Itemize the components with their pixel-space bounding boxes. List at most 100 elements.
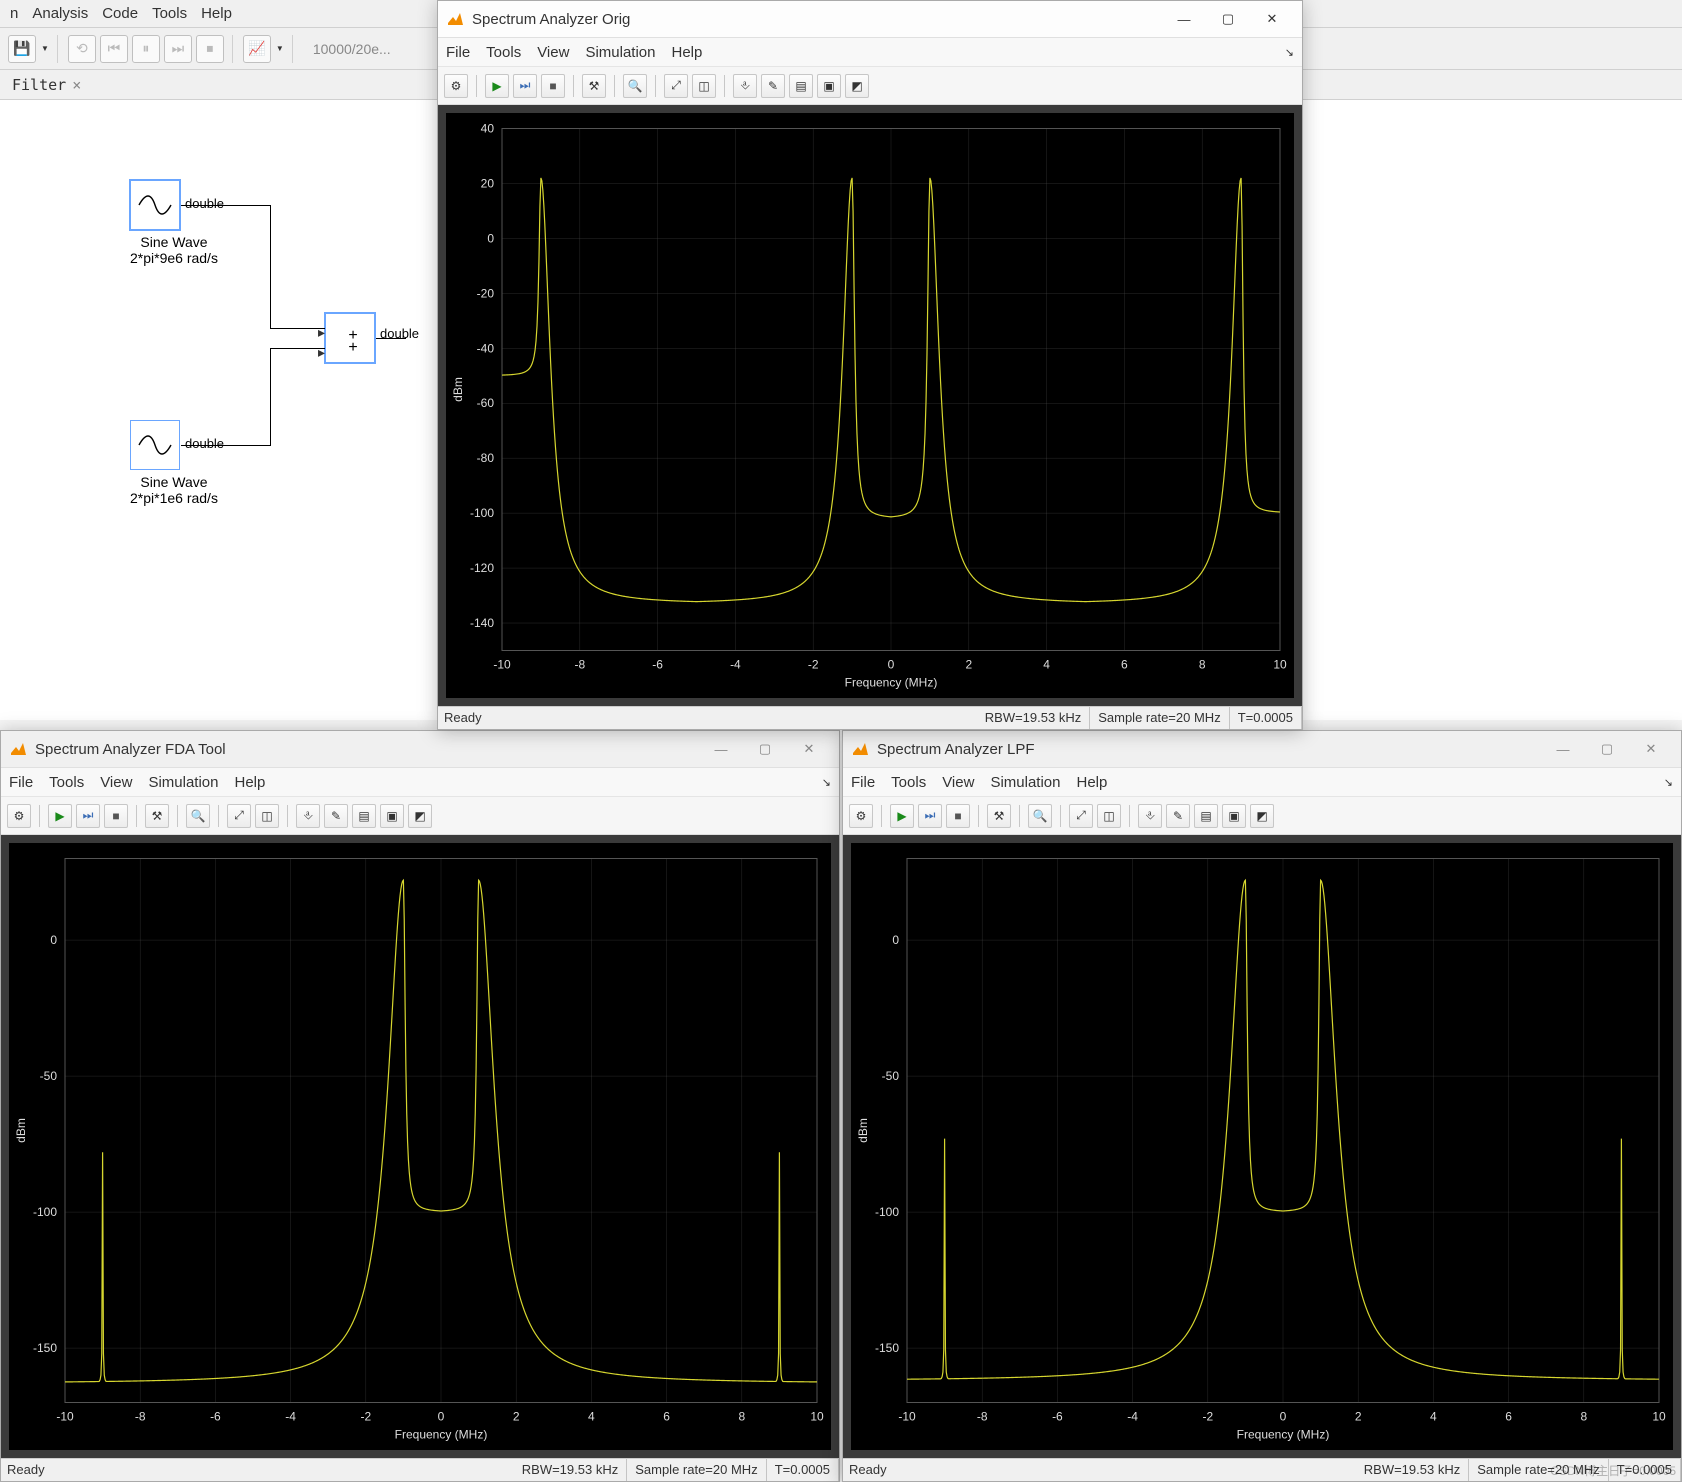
close-button[interactable]: ✕ bbox=[1250, 5, 1294, 33]
chart-icon[interactable]: 📈 bbox=[243, 35, 271, 63]
menu-item[interactable]: n bbox=[10, 5, 18, 22]
status-time: T=0.0005 bbox=[1230, 707, 1302, 729]
menu-simulation[interactable]: Simulation bbox=[990, 774, 1060, 791]
svg-text:0: 0 bbox=[487, 231, 494, 245]
distortion-button[interactable]: ◩ bbox=[845, 74, 869, 98]
stop-button[interactable]: ■ bbox=[104, 804, 128, 828]
menu-tools[interactable]: Tools bbox=[891, 774, 926, 791]
step-icon[interactable]: ⏭ bbox=[164, 35, 192, 63]
gear-button[interactable]: ⚙ bbox=[444, 74, 468, 98]
spectrum-chart[interactable]: -10-8-6-4-202468100-50-100-150Frequency … bbox=[851, 843, 1673, 1450]
menu-item[interactable]: Help bbox=[201, 5, 232, 22]
spectrum-button[interactable]: ◫ bbox=[1097, 804, 1121, 828]
peaks-button[interactable]: ▣ bbox=[380, 804, 404, 828]
svg-text:4: 4 bbox=[588, 1409, 595, 1423]
rewind-icon[interactable]: ⏮ bbox=[100, 35, 128, 63]
distortion-button[interactable]: ◩ bbox=[1250, 804, 1274, 828]
spectrum-chart[interactable]: -10-8-6-4-202468100-50-100-150Frequency … bbox=[9, 843, 831, 1450]
menu-tools[interactable]: Tools bbox=[486, 44, 521, 61]
save-icon[interactable]: 💾 bbox=[8, 35, 36, 63]
menu-view[interactable]: View bbox=[537, 44, 569, 61]
menu-simulation[interactable]: Simulation bbox=[585, 44, 655, 61]
maximize-button[interactable]: ▢ bbox=[1206, 5, 1250, 33]
dock-icon[interactable]: ↘ bbox=[1285, 46, 1294, 59]
spectrum-button[interactable]: ◫ bbox=[692, 74, 716, 98]
titlebar[interactable]: Spectrum Analyzer Orig — ▢ ✕ bbox=[438, 1, 1302, 38]
config-button[interactable]: ⚒ bbox=[987, 804, 1011, 828]
menu-item[interactable]: Analysis bbox=[32, 5, 88, 22]
step-button[interactable]: ⏭ bbox=[513, 74, 537, 98]
autoscale-button[interactable]: ⤢ bbox=[227, 804, 251, 828]
stop-icon[interactable]: ⏹ bbox=[196, 35, 224, 63]
tab-close-icon[interactable]: × bbox=[72, 76, 81, 94]
spectrum-button[interactable]: ◫ bbox=[255, 804, 279, 828]
menu-view[interactable]: View bbox=[942, 774, 974, 791]
time-readout: 10000/20e... bbox=[313, 41, 391, 57]
dock-icon[interactable]: ↘ bbox=[822, 776, 831, 789]
menu-file[interactable]: File bbox=[851, 774, 875, 791]
titlebar[interactable]: Spectrum Analyzer LPF — ▢ ✕ bbox=[843, 731, 1681, 768]
menu-item[interactable]: Code bbox=[102, 5, 138, 22]
tab-label[interactable]: Filter bbox=[12, 76, 66, 94]
status-time: T=0.0005 CSDN博主日子=0.0005 bbox=[1609, 1459, 1681, 1481]
minimize-button[interactable]: — bbox=[699, 735, 743, 763]
zoom-button[interactable]: 🔍 bbox=[186, 804, 210, 828]
peaks-button[interactable]: ▣ bbox=[1222, 804, 1246, 828]
minimize-button[interactable]: — bbox=[1541, 735, 1585, 763]
autoscale-button[interactable]: ⤢ bbox=[664, 74, 688, 98]
maximize-button[interactable]: ▢ bbox=[743, 735, 787, 763]
svg-text:8: 8 bbox=[738, 1409, 745, 1423]
svg-text:6: 6 bbox=[1121, 657, 1128, 671]
stop-button[interactable]: ■ bbox=[946, 804, 970, 828]
play-button[interactable]: ▶ bbox=[485, 74, 509, 98]
stop-button[interactable]: ■ bbox=[541, 74, 565, 98]
svg-text:Frequency (MHz): Frequency (MHz) bbox=[1237, 1427, 1330, 1441]
menu-simulation[interactable]: Simulation bbox=[148, 774, 218, 791]
block-sine-wave-1[interactable]: double Sine Wave 2*pi*9e6 rad/s bbox=[130, 180, 218, 266]
play-button[interactable]: ▶ bbox=[48, 804, 72, 828]
menu-tools[interactable]: Tools bbox=[49, 774, 84, 791]
cursor1-button[interactable]: ⎀ bbox=[296, 804, 320, 828]
plot-area: -10-8-6-4-202468100-50-100-150Frequency … bbox=[843, 835, 1681, 1458]
block-sine-wave-2[interactable]: double Sine Wave 2*pi*1e6 rad/s bbox=[130, 420, 218, 506]
cursor2-button[interactable]: ✎ bbox=[324, 804, 348, 828]
play-button[interactable]: ▶ bbox=[890, 804, 914, 828]
menu-help[interactable]: Help bbox=[1077, 774, 1108, 791]
step-button[interactable]: ⏭ bbox=[918, 804, 942, 828]
toolbar: ⚙ ▶⏭■ ⚒ 🔍 ⤢◫ ⎀✎▤▣◩ bbox=[1, 797, 839, 834]
cursor1-button[interactable]: ⎀ bbox=[733, 74, 757, 98]
menu-item[interactable]: Tools bbox=[152, 5, 187, 22]
minimize-button[interactable]: — bbox=[1162, 5, 1206, 33]
menu-file[interactable]: File bbox=[446, 44, 470, 61]
cursor1-button[interactable]: ⎀ bbox=[1138, 804, 1162, 828]
close-button[interactable]: ✕ bbox=[787, 735, 831, 763]
autoscale-button[interactable]: ⤢ bbox=[1069, 804, 1093, 828]
menu-help[interactable]: Help bbox=[235, 774, 266, 791]
titlebar[interactable]: Spectrum Analyzer FDA Tool — ▢ ✕ bbox=[1, 731, 839, 768]
spectrum-chart[interactable]: -10-8-6-4-20246810-140-120-100-80-60-40-… bbox=[446, 113, 1294, 698]
menu-help[interactable]: Help bbox=[672, 44, 703, 61]
stats-button[interactable]: ▤ bbox=[352, 804, 376, 828]
menu-file[interactable]: File bbox=[9, 774, 33, 791]
back-icon[interactable]: ⟲ bbox=[68, 35, 96, 63]
config-button[interactable]: ⚒ bbox=[582, 74, 606, 98]
block-sum[interactable]: ++ double bbox=[325, 313, 375, 363]
maximize-button[interactable]: ▢ bbox=[1585, 735, 1629, 763]
svg-text:-120: -120 bbox=[470, 561, 494, 575]
zoom-button[interactable]: 🔍 bbox=[1028, 804, 1052, 828]
zoom-button[interactable]: 🔍 bbox=[623, 74, 647, 98]
menu-view[interactable]: View bbox=[100, 774, 132, 791]
distortion-button[interactable]: ◩ bbox=[408, 804, 432, 828]
cursor2-button[interactable]: ✎ bbox=[1166, 804, 1190, 828]
gear-button[interactable]: ⚙ bbox=[849, 804, 873, 828]
pause-icon[interactable]: ⏸ bbox=[132, 35, 160, 63]
step-button[interactable]: ⏭ bbox=[76, 804, 100, 828]
close-button[interactable]: ✕ bbox=[1629, 735, 1673, 763]
config-button[interactable]: ⚒ bbox=[145, 804, 169, 828]
stats-button[interactable]: ▤ bbox=[789, 74, 813, 98]
dock-icon[interactable]: ↘ bbox=[1664, 776, 1673, 789]
gear-button[interactable]: ⚙ bbox=[7, 804, 31, 828]
stats-button[interactable]: ▤ bbox=[1194, 804, 1218, 828]
cursor2-button[interactable]: ✎ bbox=[761, 74, 785, 98]
peaks-button[interactable]: ▣ bbox=[817, 74, 841, 98]
